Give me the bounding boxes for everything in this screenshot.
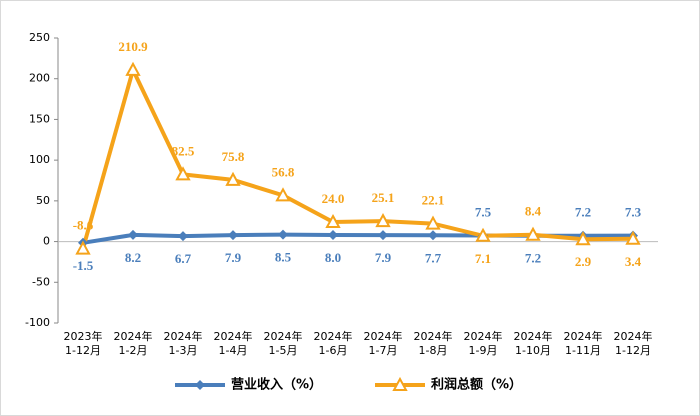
legend-marker	[392, 376, 408, 391]
x-tick-line: 2024年	[164, 329, 203, 343]
x-tick-line: 2024年	[314, 329, 353, 343]
x-tick-line: 1-4月	[219, 344, 248, 357]
marker	[125, 61, 141, 76]
x-tick-label: 2024年 1-9月	[464, 329, 503, 357]
value-label: 210.9	[118, 39, 148, 54]
marker	[228, 230, 238, 241]
marker	[275, 187, 291, 202]
x-tick-line: 1-12月	[615, 344, 651, 357]
x-tick-label: 2024年 1-5月	[264, 329, 303, 357]
marker	[328, 230, 338, 241]
x-tick-line: 2024年	[564, 329, 603, 343]
x-tick-line: 2024年	[514, 329, 553, 343]
value-label: 6.7	[175, 251, 192, 266]
x-tick-line: 1-2月	[119, 344, 148, 357]
x-tick-line: 1-9月	[469, 344, 498, 357]
marker	[378, 230, 388, 241]
value-label: 22.1	[422, 193, 445, 208]
y-tick-label: -100	[25, 316, 50, 329]
x-tick-label: 2024年 1-10月	[514, 329, 553, 357]
x-tick-line: 2023年	[64, 329, 103, 343]
y-tick-label: -50	[32, 275, 50, 288]
x-tick-line: 1-12月	[65, 344, 101, 357]
marker	[625, 230, 641, 245]
x-tick-line: 2024年	[614, 329, 653, 343]
marker	[278, 229, 288, 240]
x-tick-line: 2024年	[264, 329, 303, 343]
marker	[525, 226, 541, 241]
value-label: 7.1	[475, 251, 491, 266]
x-tick-label: 2024年 1-8月	[414, 329, 453, 357]
marker	[325, 213, 341, 229]
x-tick-label: 2024年 1-11月	[564, 329, 603, 357]
y-tick-label: 200	[29, 72, 50, 85]
x-tick-label: 2024年 1-6月	[314, 329, 353, 357]
x-tick-label: 2023年 1-12月	[64, 329, 103, 357]
value-label: 75.8	[222, 149, 245, 164]
y-tick-label: 0	[43, 235, 50, 248]
value-label: 25.1	[372, 190, 395, 205]
value-label: 8.2	[125, 250, 141, 265]
value-label: 7.9	[225, 250, 242, 265]
x-tick-line: 1-3月	[169, 344, 198, 357]
legend-marker	[195, 380, 205, 390]
x-tick-label: 2024年 1-4月	[214, 329, 253, 357]
x-tick-label: 2024年 1-12月	[614, 329, 653, 357]
value-label: -1.5	[73, 258, 94, 273]
x-tick-line: 2024年	[364, 329, 403, 343]
marker	[175, 166, 191, 181]
x-tick-label: 2024年 1-3月	[164, 329, 203, 357]
value-label: 7.7	[425, 250, 442, 265]
value-label: 24.0	[322, 191, 345, 206]
marker	[75, 240, 91, 255]
marker	[128, 229, 138, 240]
y-tick-label: 100	[29, 153, 50, 166]
x-tick-line: 2024年	[414, 329, 453, 343]
y-tick-label: 250	[29, 31, 50, 44]
value-label: 7.3	[625, 205, 642, 220]
marker	[178, 231, 188, 242]
value-label: 8.5	[275, 250, 292, 265]
x-tick-line: 1-5月	[269, 344, 298, 357]
x-tick-line: 2024年	[114, 329, 153, 343]
x-tick-line: 2024年	[214, 329, 253, 343]
value-label: 7.2	[525, 251, 541, 266]
marker	[425, 215, 441, 230]
x-tick-line: 1-6月	[319, 344, 348, 357]
value-label: 82.5	[172, 143, 195, 158]
marker	[475, 227, 491, 242]
x-tick-line: 1-8月	[419, 344, 448, 357]
value-label: 2.9	[575, 254, 592, 269]
value-label: 8.0	[325, 250, 341, 265]
x-tick-line: 1-7月	[369, 344, 398, 357]
value-label: 3.4	[625, 254, 642, 269]
value-label: 56.8	[272, 164, 295, 179]
value-label: 7.9	[375, 250, 392, 265]
x-tick-line: 1-10月	[515, 344, 551, 357]
legend-label: 营业收入（%）	[231, 377, 322, 393]
marker	[225, 171, 241, 186]
x-tick-line: 2024年	[464, 329, 503, 343]
line	[81, 64, 634, 250]
x-tick-label: 2024年 1-2月	[114, 329, 153, 357]
marker	[375, 213, 391, 228]
x-tick-label: 2024年 1-7月	[364, 329, 403, 357]
y-tick-label: 50	[36, 194, 50, 207]
value-label: 7.2	[575, 205, 591, 220]
legend-label: 利润总额（%）	[431, 377, 522, 393]
value-label: 8.4	[525, 204, 542, 219]
value-label: 7.5	[475, 204, 492, 219]
marker	[575, 231, 591, 246]
value-label: -8.6	[73, 218, 94, 233]
marker	[428, 230, 438, 241]
x-tick-line: 1-11月	[565, 344, 601, 357]
y-tick-label: 150	[29, 112, 50, 125]
